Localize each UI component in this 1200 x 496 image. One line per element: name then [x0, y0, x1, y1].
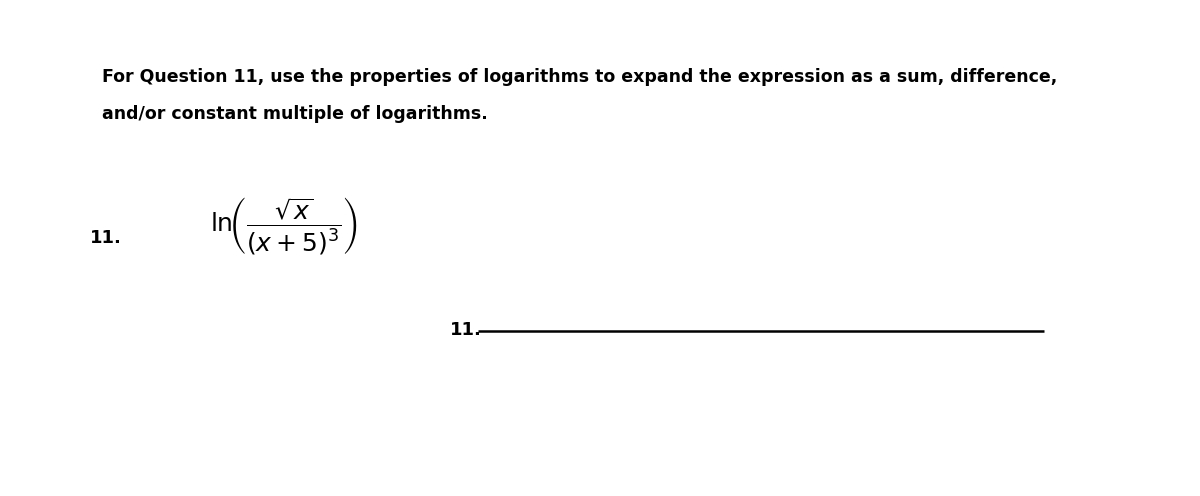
Text: $\mathrm{ln}\!\left(\dfrac{\sqrt{x}}{(x+5)^{3}}\right)$: $\mathrm{ln}\!\left(\dfrac{\sqrt{x}}{(x+… [210, 195, 358, 256]
Text: For Question 11, use the properties of logarithms to expand the expression as a : For Question 11, use the properties of l… [102, 68, 1057, 86]
Text: 11.: 11. [90, 229, 122, 247]
Text: and/or constant multiple of logarithms.: and/or constant multiple of logarithms. [102, 105, 487, 123]
Text: 11.: 11. [450, 321, 482, 339]
